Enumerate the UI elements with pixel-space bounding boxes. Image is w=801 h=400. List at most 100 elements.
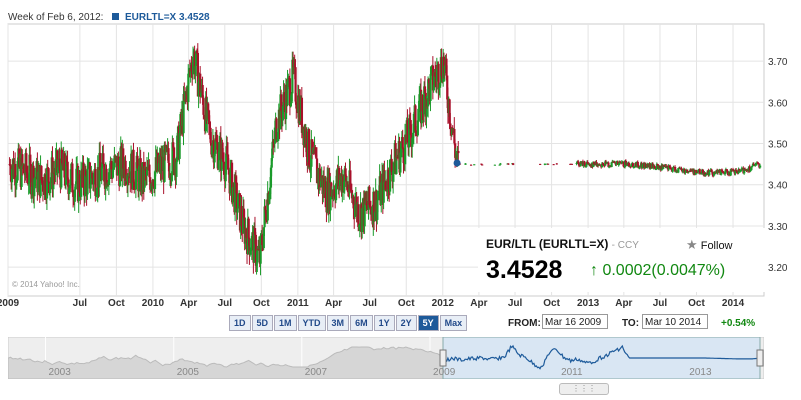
candle-up: [655, 162, 658, 170]
candle-down: [221, 139, 224, 162]
candle-up: [714, 171, 717, 175]
date-label: Week of Feb 6, 2012:: [8, 12, 104, 23]
candle-down: [288, 68, 292, 116]
candle-up: [28, 143, 31, 194]
candle-up: [493, 164, 496, 166]
candle-up: [464, 163, 467, 165]
candle-down: [604, 159, 608, 165]
candle-up: [52, 161, 55, 198]
candle-up: [377, 190, 380, 213]
candle-down: [437, 61, 440, 100]
candle-up: [412, 111, 415, 145]
candle-up: [195, 50, 198, 77]
candle-down: [272, 138, 275, 155]
navigator-scroll-grip[interactable]: ⋮⋮⋮: [559, 383, 609, 395]
candle-down: [203, 107, 206, 120]
range-button-6m[interactable]: 6M: [350, 315, 373, 331]
candle-down: [78, 169, 81, 197]
candle-down: [701, 169, 705, 174]
x-tick-label: 2014: [722, 298, 745, 309]
range-button-ytd[interactable]: YTD: [297, 315, 326, 331]
x-tick-label: Oct: [253, 298, 270, 309]
candle-down: [94, 163, 97, 202]
candle-down: [414, 104, 417, 137]
range-button-1m[interactable]: 1M: [274, 315, 297, 331]
candle-up: [579, 160, 582, 167]
candle-down: [748, 164, 751, 173]
candle-down: [350, 182, 353, 192]
candle-down: [674, 165, 677, 173]
chart-header: Week of Feb 6, 2012: EURLTL=X 3.4528: [8, 12, 210, 23]
navigator[interactable]: 2003 2005 2007 2009 2011 2013: [8, 337, 764, 379]
candle-up: [601, 162, 604, 168]
candle-down: [570, 163, 574, 165]
candle-up: [499, 162, 502, 165]
candle-down: [215, 126, 218, 142]
candle-down: [421, 94, 424, 121]
x-tick-label: Apr: [180, 298, 197, 309]
candle-down: [324, 175, 327, 208]
candle-up: [373, 211, 377, 222]
candle-up: [395, 149, 398, 175]
navigator-right-handle[interactable]: [756, 349, 764, 367]
candle-up: [262, 227, 265, 251]
range-button-2y[interactable]: 2Y: [395, 315, 417, 331]
candle-up: [87, 158, 90, 170]
candle-down: [199, 66, 202, 104]
candle-up: [427, 76, 430, 118]
from-label: FROM:: [508, 318, 541, 329]
navigator-year-labels: 2003 2005 2007 2009 2011 2013: [49, 367, 712, 378]
navigator-left-handle[interactable]: [439, 349, 447, 367]
candle-down: [539, 163, 542, 166]
candle-down: [226, 136, 229, 158]
candle-down: [711, 171, 714, 177]
candle-up: [750, 167, 753, 171]
candle-up: [256, 245, 259, 272]
y-tick-label: 3.60: [768, 98, 788, 109]
from-date-input[interactable]: Mar 16 2009: [542, 314, 608, 329]
x-tick-label: Oct: [688, 298, 705, 309]
candle-down: [481, 164, 484, 166]
candle-up: [585, 160, 589, 167]
candle-down: [631, 162, 635, 168]
range-button-1y[interactable]: 1Y: [373, 315, 395, 331]
candle-up: [80, 161, 83, 201]
candle-down: [53, 161, 56, 186]
candle-down: [507, 163, 510, 165]
candle-up: [671, 167, 674, 173]
candle-down: [295, 92, 298, 119]
candle-up: [45, 163, 49, 211]
candle-down: [25, 147, 28, 183]
range-button-5y[interactable]: 5Y: [417, 315, 439, 331]
candle-up: [68, 185, 72, 189]
candle-up: [543, 163, 547, 166]
range-button-1d[interactable]: 1D: [229, 315, 251, 331]
to-date-input[interactable]: Mar 10 2014: [642, 314, 708, 329]
candle-up: [33, 177, 36, 209]
candle-up: [263, 199, 266, 237]
follow-button[interactable]: ★ Follow: [686, 237, 733, 253]
candle-up: [376, 190, 379, 225]
candle-up: [213, 151, 216, 169]
candle-down: [512, 162, 515, 166]
candle-down: [442, 52, 446, 79]
candle-down: [440, 48, 443, 79]
range-button-5d[interactable]: 5D: [251, 315, 274, 331]
candle-down: [21, 149, 24, 176]
navigator-year: 2005: [177, 367, 200, 378]
navigator-year: 2007: [305, 367, 328, 378]
candle-up: [473, 164, 476, 166]
candle-down: [607, 161, 610, 168]
follow-label: Follow: [700, 240, 733, 252]
x-tick-label: 2013: [577, 298, 600, 309]
candle-up: [10, 165, 14, 192]
x-tick-label: Apr: [325, 298, 342, 309]
range-button-3m[interactable]: 3M: [326, 315, 350, 331]
candle-down: [622, 161, 625, 168]
candle-down: [457, 140, 460, 164]
range-button-max[interactable]: Max: [439, 315, 468, 331]
candle-up: [250, 232, 253, 261]
candle-up: [641, 163, 644, 169]
candle-down: [235, 175, 238, 225]
candle-down: [105, 164, 108, 188]
